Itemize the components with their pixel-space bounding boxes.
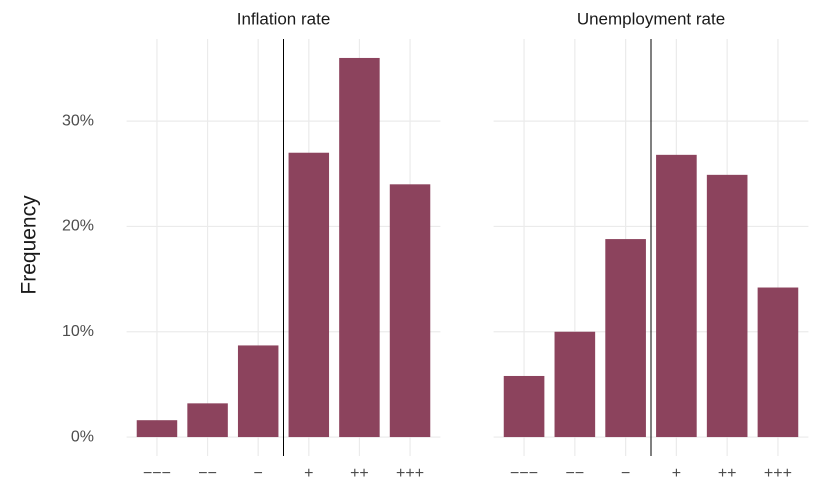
x-tick-label: +++ [396, 465, 424, 482]
panel-title: Unemployment rate [577, 9, 725, 28]
bar [288, 152, 330, 438]
bar [706, 174, 748, 438]
y-tick-label: 20% [62, 218, 94, 235]
bar [605, 239, 646, 438]
bar [389, 184, 431, 438]
x-tick-label: ++ [718, 465, 737, 482]
bar [136, 420, 178, 438]
y-tick-label: 30% [62, 112, 94, 129]
x-tick-label: +++ [764, 465, 792, 482]
x-tick-label: −−− [510, 465, 538, 482]
bar [554, 331, 596, 438]
y-tick-label: 10% [62, 323, 94, 340]
x-tick-label: −− [198, 465, 217, 482]
bar [237, 345, 279, 438]
y-axis-label: Frequency [18, 195, 41, 295]
y-tick-label: 0% [71, 428, 94, 445]
x-tick-label: − [621, 465, 630, 482]
bar [187, 403, 228, 438]
bar [656, 154, 697, 438]
x-tick-label: ++ [350, 465, 369, 482]
x-tick-label: −− [565, 465, 584, 482]
x-tick-label: + [304, 465, 313, 482]
x-tick-label: + [672, 465, 681, 482]
bar [757, 287, 799, 438]
x-tick-label: − [254, 465, 263, 482]
x-tick-label: −−− [143, 465, 171, 482]
bar [503, 375, 545, 438]
bar [339, 57, 380, 438]
panel-title: Inflation rate [237, 9, 331, 28]
